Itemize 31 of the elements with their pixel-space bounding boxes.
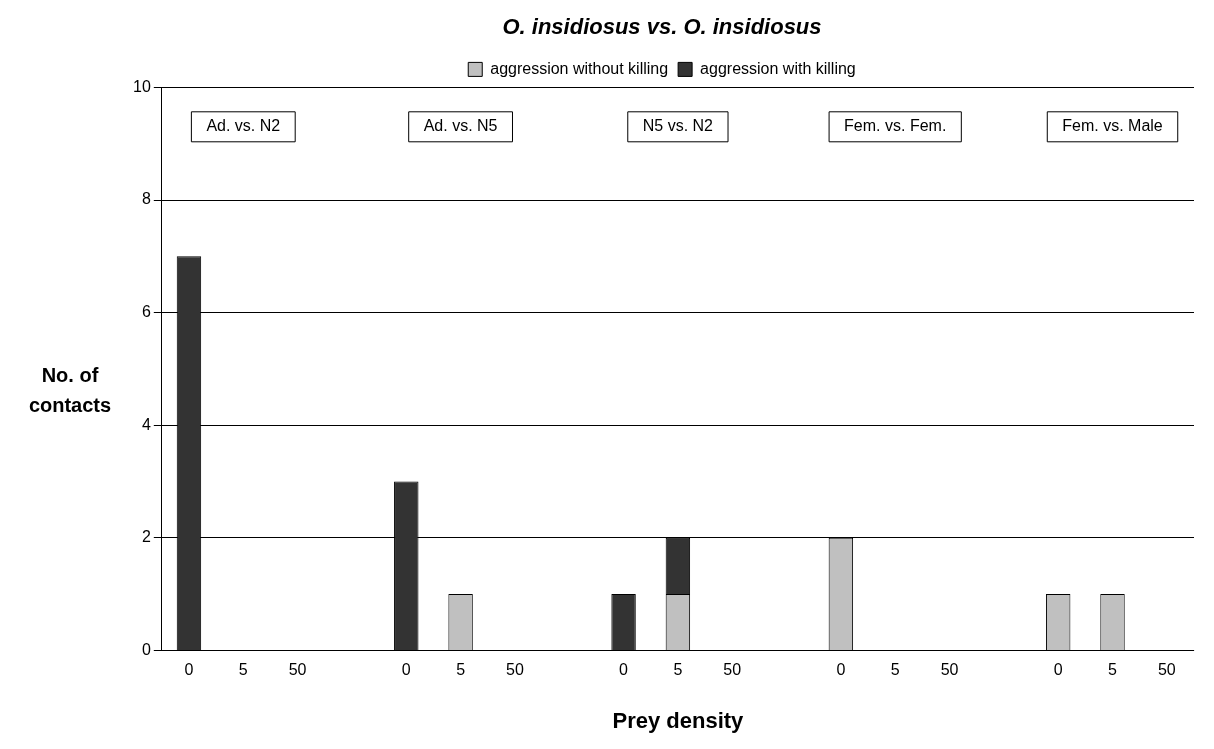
x-tick-label: 5 [1108, 661, 1118, 679]
annotation: Fem. vs. Fem. [844, 117, 947, 135]
annotation: N5 vs. N2 [642, 117, 714, 135]
x-tick-label: 50 [506, 661, 524, 679]
x-tick-label: 0 [184, 661, 194, 679]
y-tick-label: 6 [141, 303, 151, 321]
x-tick-label: 50 [1157, 661, 1176, 679]
x-tick-label: 50 [723, 661, 742, 679]
y-tick-label: 10 [133, 77, 151, 95]
y-tick-label: 4 [141, 415, 151, 433]
x-tick-label: 50 [288, 661, 307, 679]
x-tick-label: 0 [836, 661, 846, 679]
annotation: Ad. vs. N2 [206, 117, 281, 135]
y-tick-label: 0 [141, 640, 151, 658]
x-tick-label: 5 [890, 661, 900, 679]
x-tick-label: 50 [940, 661, 959, 679]
y-tick-label: 8 [141, 190, 151, 208]
x-axis-title: Prey density [612, 707, 745, 733]
annotation: Fem. vs. Male [1062, 117, 1163, 135]
x-tick-label: 5 [456, 661, 466, 679]
x-tick-label: 5 [673, 661, 683, 679]
x-tick-label: 0 [401, 661, 411, 679]
chart-title: O. insidiosus vs. O. insidiosus [502, 14, 822, 40]
x-tick-label: 5 [238, 661, 248, 679]
y-axis-title: No. of contacts [27, 363, 113, 418]
x-tick-label: 0 [1053, 661, 1063, 679]
legend-label: aggression with killing [700, 59, 856, 77]
x-tick-label: 0 [619, 661, 629, 679]
y-tick-label: 2 [141, 528, 151, 546]
annotation: Ad. vs. N5 [423, 117, 498, 135]
legend-label: aggression without killing [490, 59, 669, 77]
